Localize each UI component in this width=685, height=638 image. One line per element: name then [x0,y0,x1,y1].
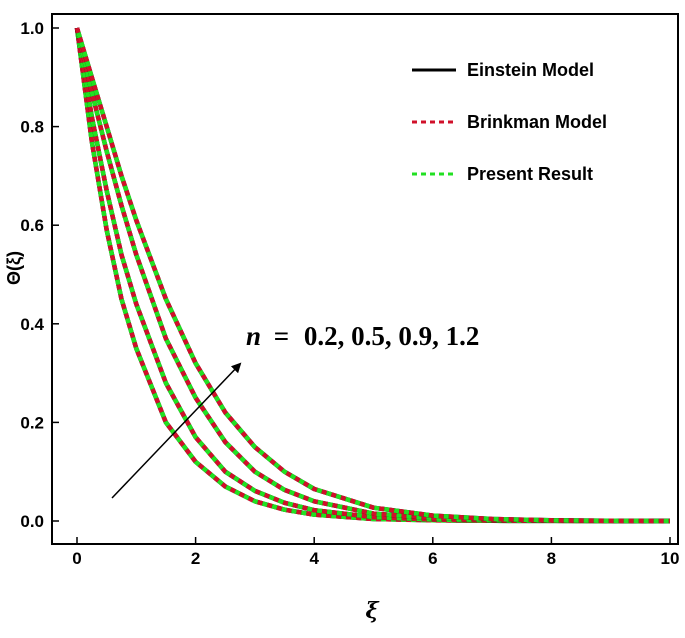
annotation-arrow [111,362,242,499]
annotation-var: n [246,321,261,351]
legend-label-2: Present Result [467,164,593,184]
y-tick-label-0: 0.0 [20,512,44,531]
annotation-eq: = [274,321,289,351]
y-tick-label-5: 1.0 [20,19,44,38]
curve-2-brinkman [74,27,671,524]
curve-1-brinkman [74,27,671,524]
x-tick-label-4: 8 [547,549,556,568]
y-ticks: 0.0 0.2 0.4 0.6 0.8 1.0 [20,19,59,531]
plot-frame [51,13,679,545]
curves-group [74,27,671,524]
x-tick-label-5: 10 [661,549,680,568]
curve-3-einstein [74,27,671,524]
curve-2-einstein [74,27,671,524]
x-tick-label-3: 6 [428,549,437,568]
curve-0-present [74,27,670,524]
x-tick-label-2: 4 [309,549,319,568]
x-tick-label-0: 0 [72,549,81,568]
y-tick-label-2: 0.4 [20,315,44,334]
x-ticks: 0 2 4 6 8 10 [72,537,679,568]
y-tick-label-1: 0.2 [20,413,44,432]
x-axis-label: ξ [365,598,379,624]
curve-1-einstein [74,27,671,524]
curve-3-present [74,27,671,524]
legend-label-0: Einstein Model [467,60,594,80]
curve-0-einstein [74,27,670,524]
curve-1-present [74,27,671,524]
curve-2-present [74,27,671,524]
legend-label-1: Brinkman Model [467,112,607,132]
y-axis-label: Θ(ξ) [4,251,25,285]
y-tick-label-3: 0.6 [20,216,44,235]
x-tick-label-1: 2 [191,549,200,568]
annotation-text: n = 0.2, 0.5, 0.9, 1.2 [246,321,479,351]
curve-0-brinkman [74,27,670,524]
y-tick-label-4: 0.8 [20,118,44,137]
curve-3-brinkman [74,27,671,524]
legend: Einstein Model Brinkman Model Present Resu… [412,60,607,184]
annotation-values: 0.2, 0.5, 0.9, 1.2 [304,321,480,351]
